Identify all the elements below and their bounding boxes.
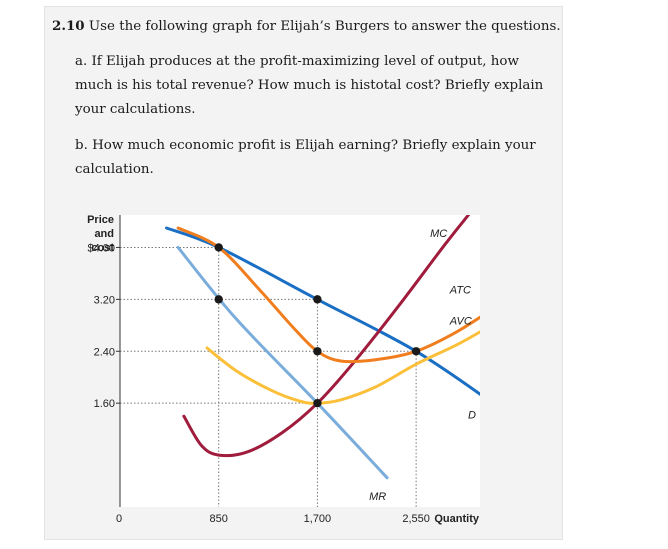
y-axis-label-line: cost bbox=[91, 242, 114, 254]
question-part-b: b. How much economic profit is Elijah ea… bbox=[75, 138, 536, 177]
mc-curve bbox=[182, 215, 470, 458]
intersection-dot bbox=[313, 347, 322, 356]
y-tick-label: $4.00 bbox=[87, 242, 115, 254]
avc-curve bbox=[205, 330, 480, 405]
intersection-dot bbox=[313, 295, 322, 304]
cost-revenue-chart: Price and cost $4.00 3.20 2.40 1.60 850 1,700 2… bbox=[87, 214, 480, 525]
x-ticks: 850 1,700 2,550 bbox=[210, 513, 430, 525]
mr-curve bbox=[176, 245, 389, 480]
y-ticks: $4.00 3.20 2.40 1.60 bbox=[87, 242, 120, 410]
question-part-a: a. If Elijah produces at the profit-maxi… bbox=[75, 54, 544, 117]
curve-label-d: D bbox=[468, 409, 476, 421]
curve-label-mr: MR bbox=[369, 491, 386, 503]
curve-label-atc: ATC bbox=[449, 284, 471, 296]
y-axis-label-line: and bbox=[94, 228, 114, 240]
curve-label-avc: AVC bbox=[449, 316, 472, 328]
y-tick-label: 1.60 bbox=[94, 398, 115, 410]
x-axis-label: Quantity bbox=[434, 513, 479, 525]
origin-label: 0 bbox=[116, 513, 122, 525]
y-tick-label: 2.40 bbox=[94, 346, 115, 358]
atc-curve bbox=[176, 226, 480, 364]
curve-labels: MR D MC ATC AVC bbox=[366, 228, 476, 504]
intersection-dots bbox=[214, 243, 421, 408]
intersection-dot bbox=[313, 398, 322, 408]
curve-label-mr-background bbox=[366, 488, 391, 504]
y-axis-label: Price and cost bbox=[87, 214, 114, 254]
question-number: 2.10 bbox=[52, 18, 85, 34]
y-tick-label: 3.20 bbox=[94, 294, 115, 306]
x-tick-label: 2,550 bbox=[402, 513, 430, 525]
intersection-dot bbox=[411, 347, 421, 356]
question-title: 2.10 Use the following graph for Elijah’… bbox=[52, 14, 562, 39]
x-tick-label: 1,700 bbox=[304, 513, 332, 525]
x-tick-label: 850 bbox=[210, 513, 228, 525]
intersection-dot bbox=[214, 295, 223, 304]
question-title-text: Use the following graph for Elijah’s Bur… bbox=[88, 19, 561, 34]
chart-plot-background bbox=[120, 215, 480, 507]
curve-label-mc: MC bbox=[430, 228, 447, 240]
y-axis-label-line: Price bbox=[87, 214, 114, 226]
intersection-dot bbox=[214, 243, 223, 252]
